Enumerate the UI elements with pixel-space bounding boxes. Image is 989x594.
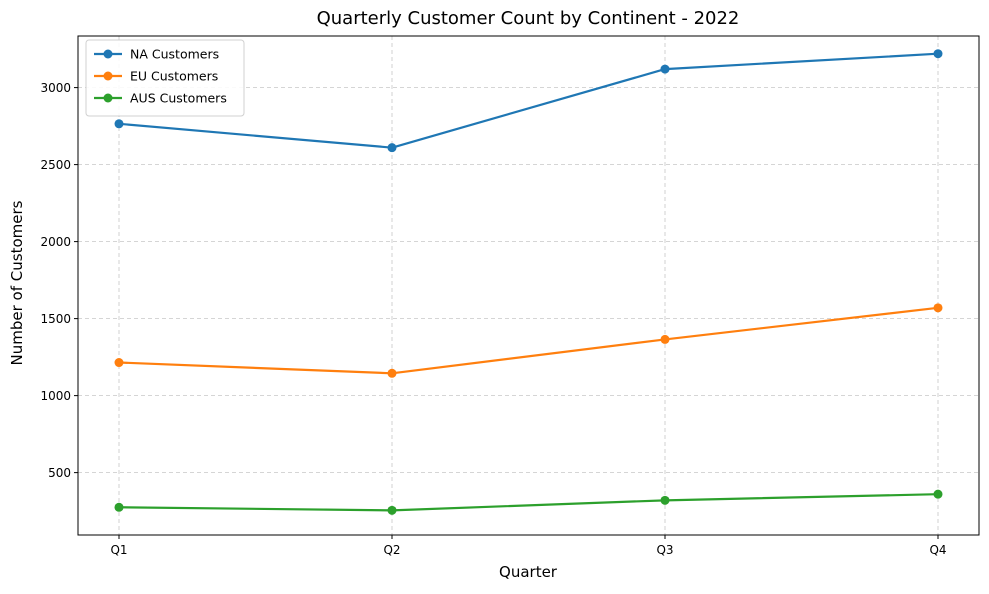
- y-tick-label: 500: [48, 466, 71, 480]
- series-line: [118, 493, 939, 512]
- legend-label: AUS Customers: [130, 91, 227, 106]
- y-tick-label: 2000: [40, 235, 71, 249]
- data-point: [933, 489, 943, 499]
- data-point: [114, 502, 124, 512]
- series-line: [118, 306, 939, 375]
- y-tick-label: 2500: [40, 158, 71, 172]
- data-point: [933, 303, 943, 313]
- legend-swatch-marker: [103, 71, 113, 81]
- series-na-customers: [114, 49, 943, 153]
- x-tick-label: Q1: [110, 543, 127, 557]
- x-axis-title: Quarter: [499, 563, 558, 581]
- x-tick-label: Q3: [656, 543, 673, 557]
- legend: NA Customers EU Customers AUS Customers: [85, 39, 245, 117]
- x-tick-label: Q4: [929, 543, 946, 557]
- data-point: [114, 358, 124, 368]
- y-tick-label: 3000: [40, 81, 71, 95]
- series-aus-customers: [114, 489, 943, 515]
- chart-title: Quarterly Customer Count by Continent - …: [317, 8, 740, 29]
- x-tick-label: Q2: [383, 543, 400, 557]
- series-line: [118, 52, 939, 149]
- plot-area-frame: [77, 35, 980, 536]
- legend-item: NA Customers: [94, 47, 219, 62]
- y-axis-title: Number of Customers: [8, 200, 26, 365]
- legend-label: NA Customers: [130, 47, 219, 62]
- legend-item: EU Customers: [94, 69, 218, 84]
- series-lines: [114, 49, 943, 515]
- data-point: [387, 143, 397, 153]
- data-point: [387, 368, 397, 378]
- y-tick-label: 1000: [40, 389, 71, 403]
- legend-label: EU Customers: [130, 69, 218, 84]
- legend-item: AUS Customers: [94, 91, 227, 106]
- legend-swatch-marker: [103, 49, 113, 59]
- data-point: [933, 49, 943, 59]
- data-point: [660, 64, 670, 74]
- y-tick-label: 1500: [40, 312, 71, 326]
- legend-swatch-marker: [103, 93, 113, 103]
- legend-frame: [85, 39, 245, 117]
- axis-ticks: 500 1000 1500 2000 2500 3000 Q1 Q2 Q3 Q4: [40, 81, 946, 557]
- series-eu-customers: [114, 303, 943, 378]
- data-point: [660, 495, 670, 505]
- data-point: [387, 505, 397, 515]
- data-point: [114, 119, 124, 129]
- data-point: [660, 334, 670, 344]
